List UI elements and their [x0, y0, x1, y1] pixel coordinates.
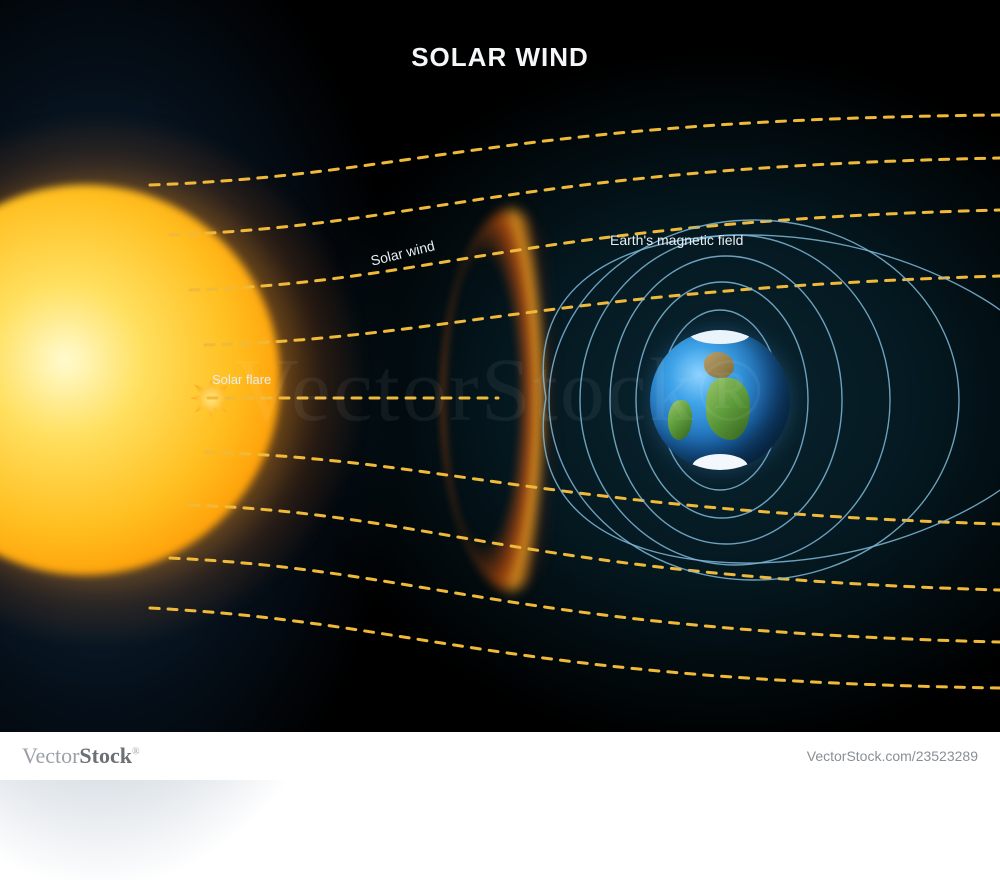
bow-shock-glow	[440, 210, 583, 590]
diagram-title: SOLAR WIND	[0, 42, 1000, 73]
image-id: VectorStock.com/23523289	[807, 748, 978, 764]
brand-suffix: Stock	[79, 743, 132, 768]
label-magnetic-field: Earth's magnetic field	[610, 232, 743, 248]
brand-prefix: Vector	[22, 743, 79, 768]
diagram-stage: SOLAR WIND Solar wind Solar flare Earth'…	[0, 0, 1000, 780]
brand-trademark: ®	[132, 747, 140, 758]
brand-logo: VectorStock®	[22, 743, 140, 769]
footer-bar: VectorStock® VectorStock.com/23523289	[0, 732, 1000, 780]
label-solar-flare: Solar flare	[212, 372, 271, 387]
label-solar-wind: Solar wind	[369, 237, 436, 268]
earth-icon	[650, 330, 790, 470]
